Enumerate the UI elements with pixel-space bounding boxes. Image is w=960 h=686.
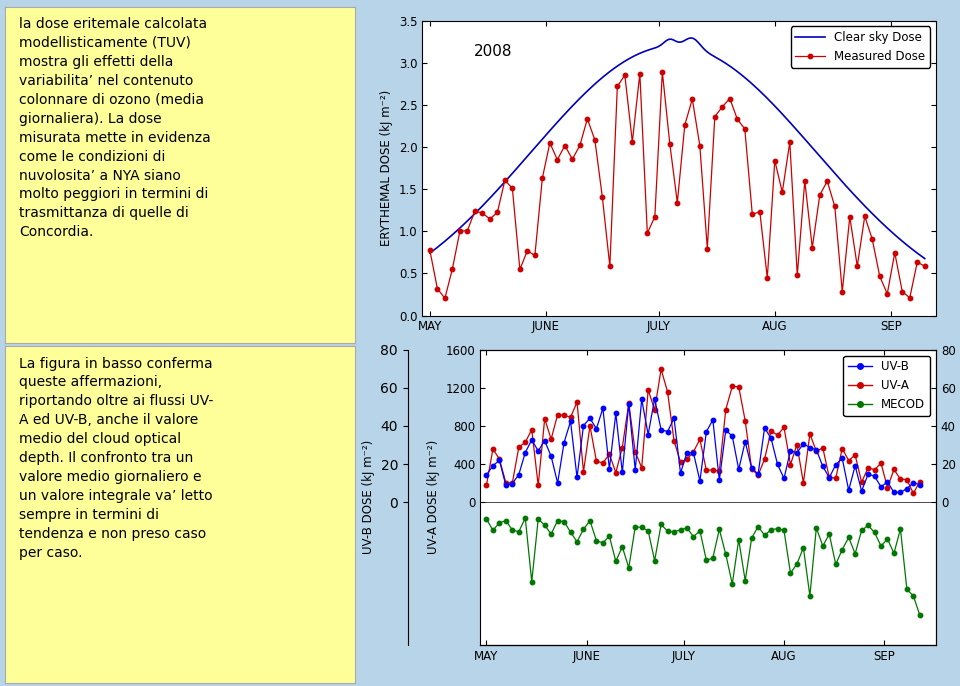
Clear sky Dose bbox=[556, 113, 567, 121]
Measured Dose bbox=[439, 294, 450, 303]
Clear sky Dose bbox=[424, 249, 436, 257]
Clear sky Dose bbox=[454, 224, 466, 233]
Y-axis label: UV-B DOSE (kJ m⁻²): UV-B DOSE (kJ m⁻²) bbox=[362, 440, 374, 554]
Y-axis label: ERYTHEMAL DOSE (kJ m⁻²): ERYTHEMAL DOSE (kJ m⁻²) bbox=[380, 90, 394, 246]
Clear sky Dose bbox=[897, 237, 908, 246]
Clear sky Dose bbox=[685, 34, 697, 42]
Clear sky Dose bbox=[919, 255, 930, 263]
Legend: Clear sky Dose, Measured Dose: Clear sky Dose, Measured Dose bbox=[791, 27, 930, 68]
Measured Dose bbox=[814, 191, 826, 199]
Measured Dose bbox=[492, 209, 503, 217]
Clear sky Dose bbox=[516, 158, 528, 167]
Measured Dose bbox=[424, 246, 436, 255]
Text: La figura in basso conferma
queste affermazioni,
riportando oltre ai flussi UV-
: La figura in basso conferma queste affer… bbox=[19, 357, 213, 560]
Text: la dose eritemale calcolata
modellisticamente (TUV)
mostra gli effetti della
var: la dose eritemale calcolata modellistica… bbox=[19, 17, 210, 239]
Measured Dose bbox=[469, 207, 481, 215]
Measured Dose bbox=[657, 68, 668, 76]
Clear sky Dose bbox=[444, 233, 456, 241]
Text: 2008: 2008 bbox=[474, 44, 513, 59]
Measured Dose bbox=[634, 69, 645, 78]
Measured Dose bbox=[889, 248, 900, 257]
Clear sky Dose bbox=[879, 222, 891, 230]
Line: Clear sky Dose: Clear sky Dose bbox=[430, 38, 924, 259]
Measured Dose bbox=[919, 262, 930, 270]
Line: Measured Dose: Measured Dose bbox=[427, 70, 927, 300]
Measured Dose bbox=[664, 140, 676, 148]
Legend: UV-B, UV-A, MECOD: UV-B, UV-A, MECOD bbox=[844, 356, 930, 416]
Y-axis label: UV-A DOSE (kJ m⁻²): UV-A DOSE (kJ m⁻²) bbox=[427, 440, 440, 554]
